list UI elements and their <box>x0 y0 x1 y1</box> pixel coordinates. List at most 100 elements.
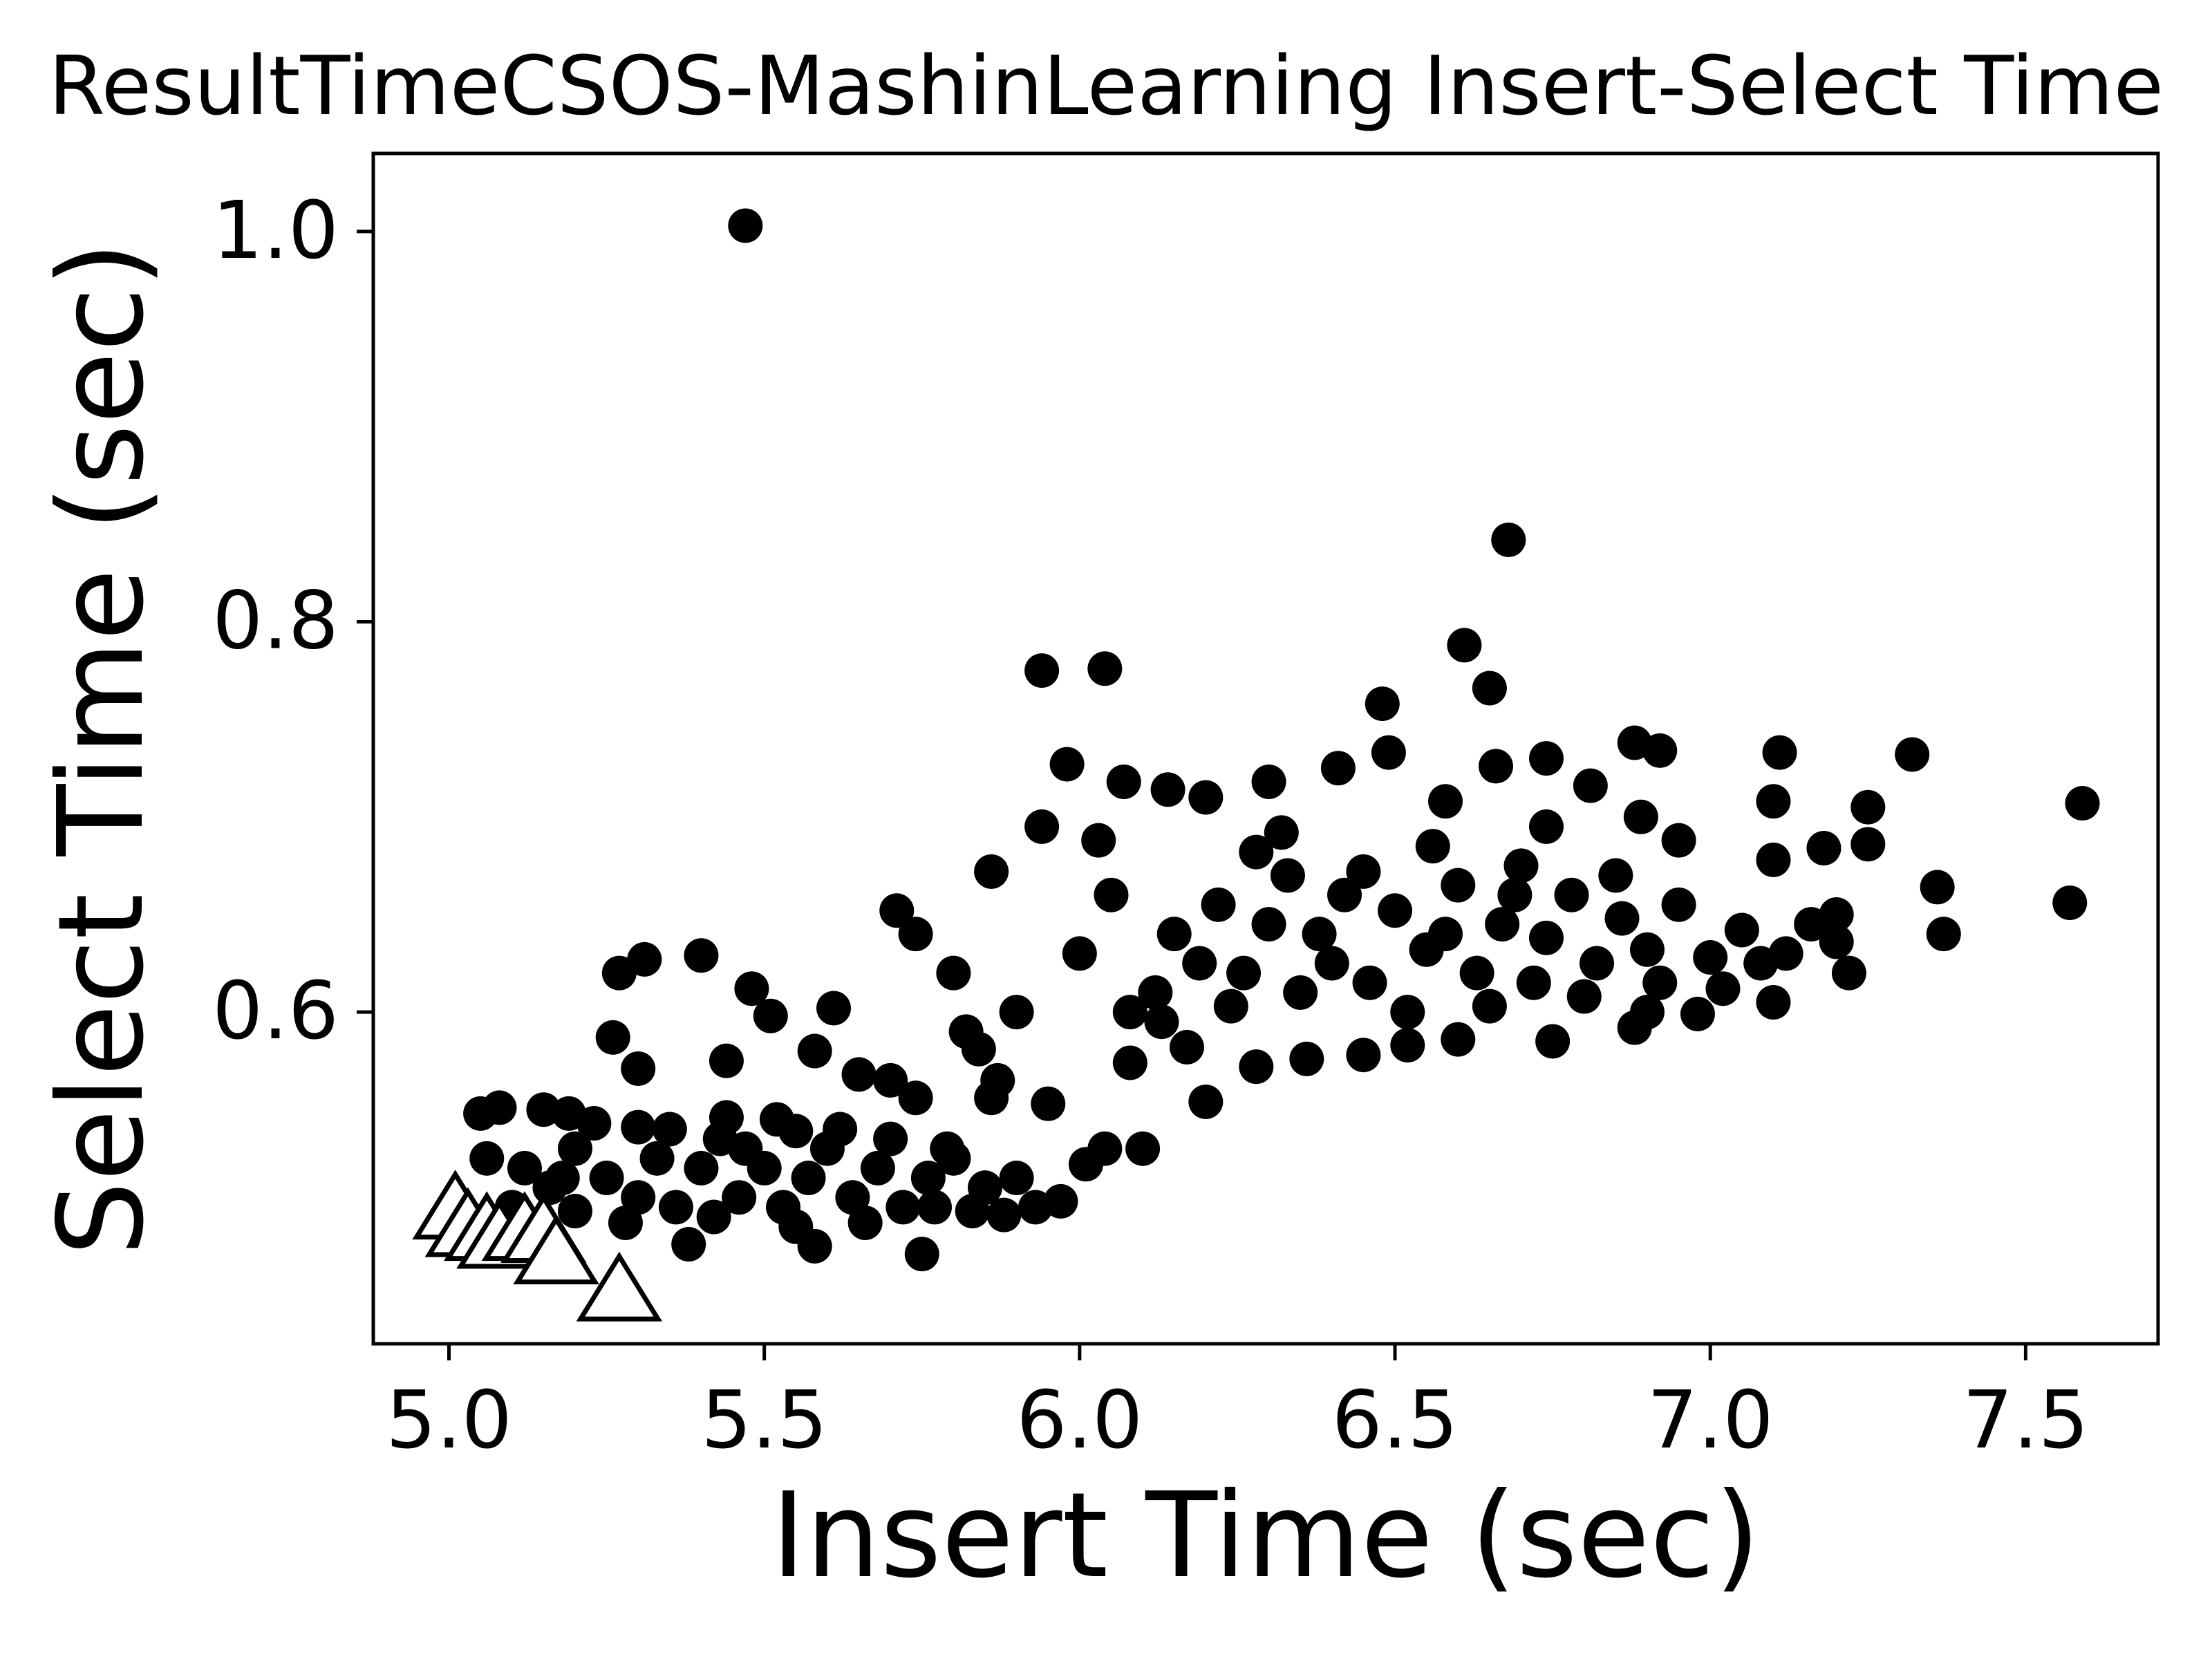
data-point <box>910 1161 946 1196</box>
y-axis-label: Select Time (sec) <box>33 241 170 1256</box>
data-point <box>709 1043 744 1078</box>
data-point <box>1352 965 1387 1000</box>
data-point <box>1497 877 1533 912</box>
data-point <box>1188 780 1224 815</box>
data-point <box>898 917 933 952</box>
data-point <box>1535 1024 1571 1059</box>
data-point <box>1390 995 1425 1030</box>
data-point <box>1441 1022 1476 1057</box>
data-point <box>1920 870 1955 905</box>
chart-title: ResultTimeCSOS-MashinLearning Insert-Sel… <box>48 38 2164 133</box>
data-point <box>816 991 852 1026</box>
triangle-data-point <box>513 1215 599 1285</box>
data-point <box>1566 979 1602 1014</box>
data-point <box>1390 1028 1425 1063</box>
data-point <box>1156 917 1192 952</box>
data-point <box>1629 995 1665 1030</box>
data-point <box>1661 887 1696 922</box>
data-point <box>1201 887 1236 922</box>
y-tick-label: 1.0 <box>212 185 339 277</box>
data-point <box>1365 686 1400 722</box>
data-point <box>1169 1029 1204 1065</box>
data-point <box>1188 1084 1224 1119</box>
data-point <box>1018 1190 1053 1225</box>
data-point <box>1661 823 1696 858</box>
data-point <box>1623 799 1658 834</box>
data-point <box>1579 946 1614 981</box>
data-point <box>1604 901 1640 936</box>
x-tick-label: 7.5 <box>1962 1374 2089 1467</box>
data-point <box>860 1150 895 1185</box>
data-point <box>1239 834 1274 870</box>
data-point <box>684 938 719 973</box>
data-point <box>873 1121 908 1156</box>
data-point <box>1087 651 1123 686</box>
x-axis-label: Insert Time (sec) <box>771 1468 1761 1604</box>
data-point <box>936 955 971 991</box>
data-point <box>1378 893 1413 928</box>
data-point <box>1503 848 1539 883</box>
data-point <box>722 1180 757 1215</box>
data-point <box>1346 1038 1381 1073</box>
data-point <box>734 971 769 1006</box>
y-tick-label: 0.6 <box>212 965 339 1058</box>
data-point <box>621 1109 656 1145</box>
data-point <box>1831 955 1866 991</box>
data-point <box>1049 747 1085 782</box>
data-point <box>1794 907 1829 942</box>
data-point <box>1239 1049 1274 1085</box>
data-point <box>1441 868 1476 903</box>
data-point <box>1106 764 1141 799</box>
y-axis: 0.6 0.8 1.0 <box>212 185 373 1058</box>
data-point <box>1428 784 1463 819</box>
data-point <box>1529 920 1564 955</box>
data-point <box>1529 809 1564 844</box>
data-point <box>627 941 662 977</box>
data-point <box>1806 830 1841 865</box>
data-point <box>823 1112 858 1147</box>
data-point <box>1459 955 1494 991</box>
data-point <box>1138 975 1173 1010</box>
data-point <box>1264 815 1299 850</box>
data-point <box>1302 917 1337 952</box>
data-point <box>1270 858 1305 893</box>
data-point <box>2052 885 2088 921</box>
data-point <box>1819 924 1854 959</box>
data-point <box>621 1051 656 1086</box>
data-point <box>1756 784 1791 819</box>
data-point <box>1485 907 1520 942</box>
data-point <box>955 1194 990 1229</box>
data-point <box>986 1197 1022 1232</box>
data-point <box>557 1194 592 1229</box>
data-point <box>1554 877 1589 912</box>
data-point <box>671 1227 706 1262</box>
data-point <box>1629 932 1665 967</box>
data-point <box>1743 946 1779 981</box>
data-point <box>873 1062 908 1098</box>
data-point <box>948 1014 984 1049</box>
data-point <box>1094 877 1129 912</box>
data-point <box>482 1090 517 1125</box>
data-point <box>1125 1131 1161 1166</box>
data-point <box>1850 789 1886 825</box>
y-tick-label: 0.8 <box>212 575 339 668</box>
data-point <box>1346 854 1381 889</box>
data-point <box>917 1190 953 1225</box>
data-point <box>652 1112 687 1147</box>
data-point <box>753 998 788 1033</box>
data-point <box>1428 917 1463 952</box>
data-point <box>1024 809 1060 844</box>
data-point <box>1447 628 1482 663</box>
x-tick-label: 7.0 <box>1647 1374 1774 1467</box>
data-point <box>545 1161 580 1196</box>
data-point <box>1642 733 1678 768</box>
data-point <box>1081 823 1116 858</box>
data-point <box>1472 988 1507 1024</box>
data-point <box>1693 940 1728 975</box>
data-point <box>595 1020 630 1055</box>
data-point <box>1327 877 1362 912</box>
data-point <box>1762 735 1797 770</box>
data-point <box>879 893 915 928</box>
data-point <box>1529 741 1564 776</box>
data-point <box>1024 653 1060 688</box>
